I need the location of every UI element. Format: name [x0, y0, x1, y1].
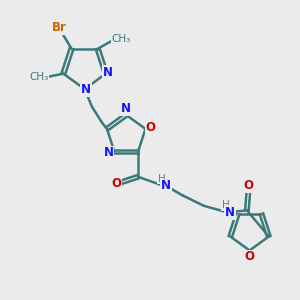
Text: O: O	[146, 121, 156, 134]
Text: H: H	[222, 200, 230, 210]
Text: N: N	[81, 82, 91, 96]
Text: N: N	[161, 179, 171, 193]
Text: O: O	[111, 177, 122, 190]
Text: CH₃: CH₃	[29, 72, 49, 82]
Text: N: N	[103, 146, 113, 160]
Text: O: O	[244, 250, 255, 263]
Text: N: N	[121, 103, 130, 116]
Text: O: O	[243, 179, 254, 193]
Text: H: H	[158, 173, 166, 184]
Text: CH₃: CH₃	[112, 34, 131, 44]
Text: Br: Br	[52, 21, 67, 34]
Text: N: N	[225, 206, 235, 219]
Text: N: N	[103, 66, 113, 79]
